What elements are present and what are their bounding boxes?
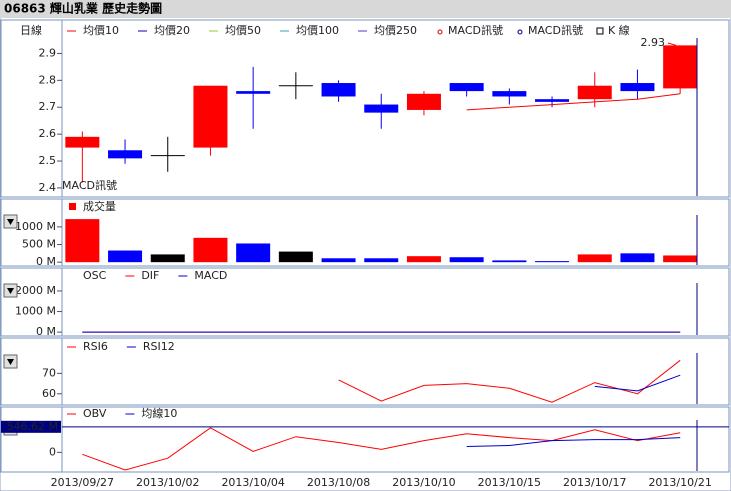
x-tick-label: 2013/10/08 xyxy=(307,476,370,489)
volume-bar xyxy=(577,254,612,263)
legend-label: 均價250 xyxy=(374,23,417,37)
volume-bar xyxy=(150,254,185,263)
y-tick-label: 0 xyxy=(49,445,56,458)
legend-swatch xyxy=(69,203,76,210)
volume-bar xyxy=(535,261,570,263)
legend-label: OSC xyxy=(83,269,107,282)
panel xyxy=(0,337,730,406)
period-label: 日線 xyxy=(20,23,42,37)
legend-label: 成交量 xyxy=(83,199,116,213)
legend-label: 均價100 xyxy=(296,23,339,37)
collapse-icon xyxy=(7,288,14,294)
panel xyxy=(0,267,730,337)
x-tick-label: 2013/10/04 xyxy=(221,476,284,489)
candle-body xyxy=(364,104,399,113)
candle-body xyxy=(535,99,570,102)
legend-label: DIF xyxy=(141,269,159,282)
x-tick-label: 2013/10/15 xyxy=(478,476,541,489)
series-line xyxy=(466,437,681,447)
x-tick-label: 2013/09/27 xyxy=(51,476,114,489)
y-tick-label: 60 xyxy=(42,387,56,400)
y-tick-label: 0 M xyxy=(36,325,56,338)
legend-label: MACD訊號 xyxy=(528,23,583,37)
volume-bar xyxy=(406,256,441,263)
y-tick-label: 2.9 xyxy=(39,46,57,59)
volume-bar xyxy=(278,251,313,263)
legend-label: MACD xyxy=(194,269,227,282)
last-price-label: 2.93 xyxy=(641,36,666,49)
chart-title: 06863 輝山乳業 歷史走勢圖 xyxy=(4,1,162,16)
legend-label: 均線10 xyxy=(141,406,177,420)
legend-label: RSI12 xyxy=(143,340,175,353)
collapse-icon xyxy=(7,359,14,365)
volume-bar xyxy=(236,243,271,263)
legend-label: 均價20 xyxy=(154,23,190,37)
signal-label: MACD訊號 xyxy=(62,178,117,192)
volume-bar xyxy=(193,237,228,263)
legend-marker xyxy=(437,29,443,35)
x-tick-label: 2013/10/10 xyxy=(392,476,455,489)
candle-body xyxy=(321,83,356,97)
collapse-icon xyxy=(7,219,14,225)
volume-bar xyxy=(108,250,143,263)
candle-body xyxy=(620,83,655,92)
candle-body xyxy=(193,85,228,148)
legend-marker xyxy=(517,29,523,35)
x-tick-label: 2013/10/17 xyxy=(563,476,626,489)
candle-body xyxy=(236,91,271,94)
series-line xyxy=(338,359,681,403)
title-bar xyxy=(0,0,731,18)
y-tick-label: 2000 M xyxy=(15,284,56,297)
volume-bar xyxy=(364,258,399,263)
x-tick-label: 2013/10/21 xyxy=(648,476,711,489)
y-tick-label: 2.6 xyxy=(39,127,57,140)
candle-body xyxy=(108,150,143,159)
legend-label: OBV xyxy=(83,407,107,420)
candle-body xyxy=(406,93,441,110)
candle-body xyxy=(492,91,527,97)
candle-body xyxy=(663,45,698,89)
volume-bar xyxy=(620,253,655,263)
y-tick-label: 70 xyxy=(42,366,56,379)
y-tick-label: 2.7 xyxy=(39,100,57,113)
volume-bar xyxy=(449,257,484,263)
legend-label: K 線 xyxy=(608,23,630,37)
y-tick-label: 2.4 xyxy=(39,181,57,194)
y-tick-label: 500 M xyxy=(22,238,56,251)
legend-marker xyxy=(596,27,604,35)
legend-label: 均價50 xyxy=(225,23,261,37)
series-line xyxy=(82,427,681,471)
y-tick-label: 2.8 xyxy=(39,73,57,86)
series-line xyxy=(594,374,681,392)
x-tick-label: 2013/10/02 xyxy=(136,476,199,489)
candle-body xyxy=(577,85,612,100)
volume-bar xyxy=(492,260,527,263)
current-value-label: 546.62 M xyxy=(7,420,58,433)
candle-body xyxy=(65,136,100,148)
y-tick-label: 2.5 xyxy=(39,154,57,167)
legend-label: MACD訊號 xyxy=(448,23,503,37)
y-tick-label: 0 M xyxy=(36,255,56,268)
candle-body xyxy=(449,83,484,92)
y-tick-label: 1000 M xyxy=(15,305,56,318)
volume-bar xyxy=(65,219,100,263)
legend-label: 均價10 xyxy=(83,23,119,37)
y-tick-label: 1000 M xyxy=(15,220,56,233)
series-line xyxy=(466,93,681,111)
legend-label: RSI6 xyxy=(83,340,108,353)
current-value-box xyxy=(1,420,61,433)
last-price-leader xyxy=(667,42,677,46)
volume-bar xyxy=(663,255,698,263)
volume-bar xyxy=(321,258,356,263)
